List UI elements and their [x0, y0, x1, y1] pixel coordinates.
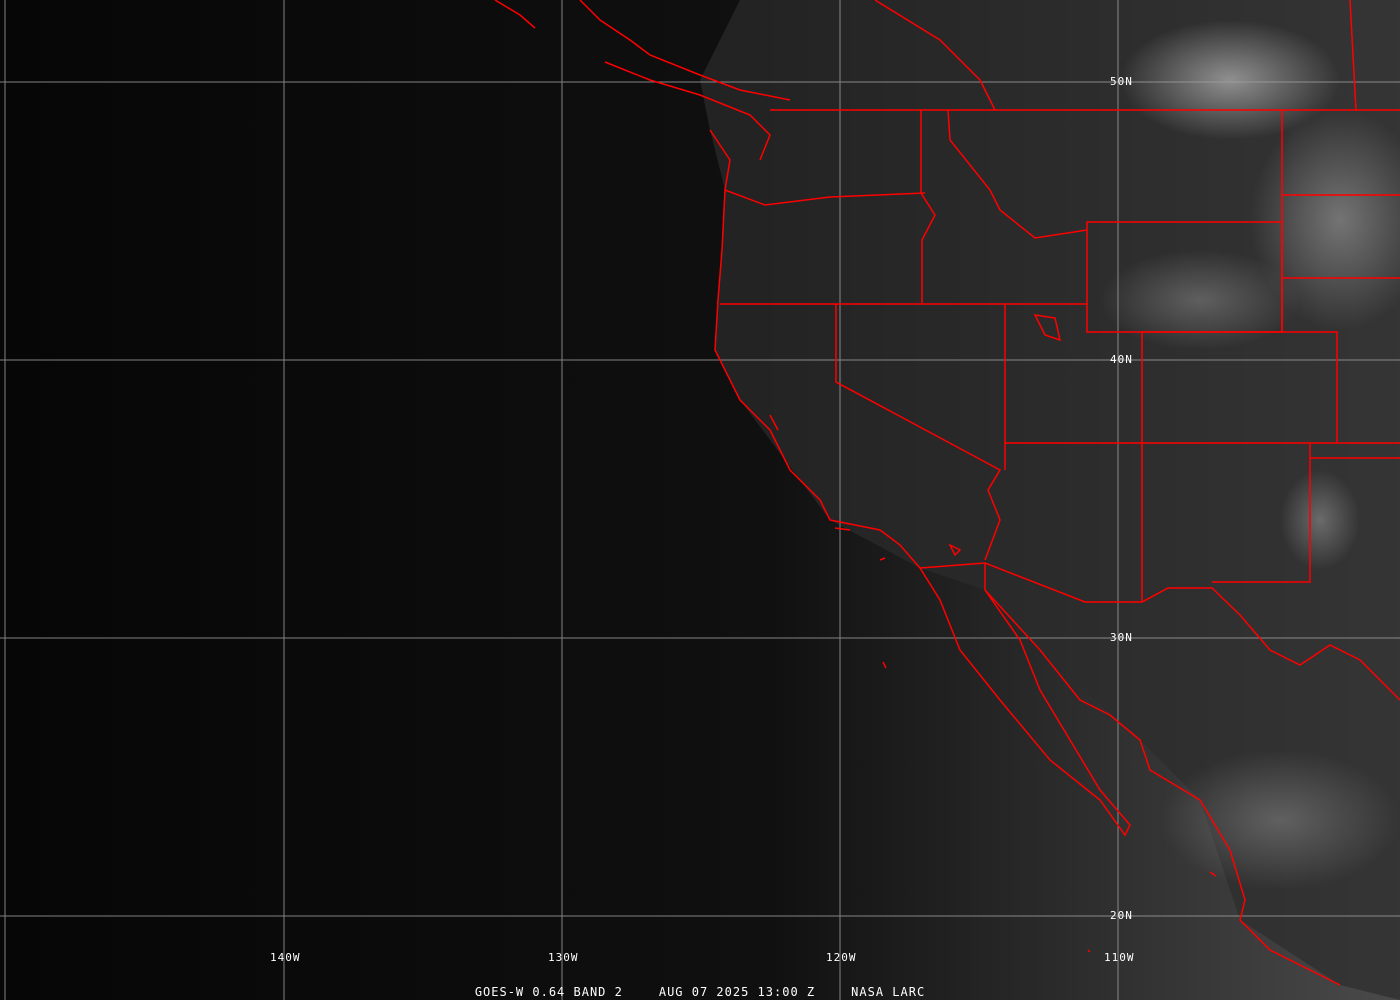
colorado-border — [1142, 331, 1338, 443]
lon-label: 110W — [1104, 951, 1135, 964]
cloud-region — [1160, 750, 1400, 890]
lon-label: 140W — [270, 951, 301, 964]
lat-label: 20N — [1110, 909, 1133, 922]
washington-oregon-border — [724, 189, 926, 206]
california-nevada-border — [835, 304, 1002, 561]
cloud-region — [1280, 470, 1360, 570]
cloud-region — [1250, 110, 1400, 330]
lat-label: 30N — [1110, 631, 1133, 644]
caption-source: NASA LARC — [851, 985, 926, 999]
caption-datetime: AUG 07 2025 13:00 Z — [658, 985, 816, 999]
new-mexico-border — [1212, 443, 1400, 583]
land-mass — [700, 0, 1400, 1000]
us-mexico-border — [919, 562, 1400, 701]
image-caption: GOES-W 0.64 BAND 2 AUG 07 2025 13:00 Z NAS… — [0, 985, 1400, 999]
oregon-idaho-border — [920, 110, 936, 303]
coastline — [494, 0, 1341, 986]
lat-label: 50N — [1110, 75, 1133, 88]
island — [769, 414, 1217, 953]
lon-label: 130W — [548, 951, 579, 964]
canada-province-border — [874, 0, 1357, 111]
political-borders — [494, 0, 1400, 986]
four-corners-border — [1005, 332, 1400, 602]
idaho-montana-border — [947, 109, 1088, 239]
cloud-region — [1100, 250, 1300, 350]
caption-satellite: GOES-W 0.64 BAND 2 — [474, 985, 623, 999]
lon-label: 120W — [826, 951, 857, 964]
montana-border — [1281, 110, 1400, 332]
lat-label: 40N — [1110, 353, 1133, 366]
lake — [948, 314, 1062, 557]
